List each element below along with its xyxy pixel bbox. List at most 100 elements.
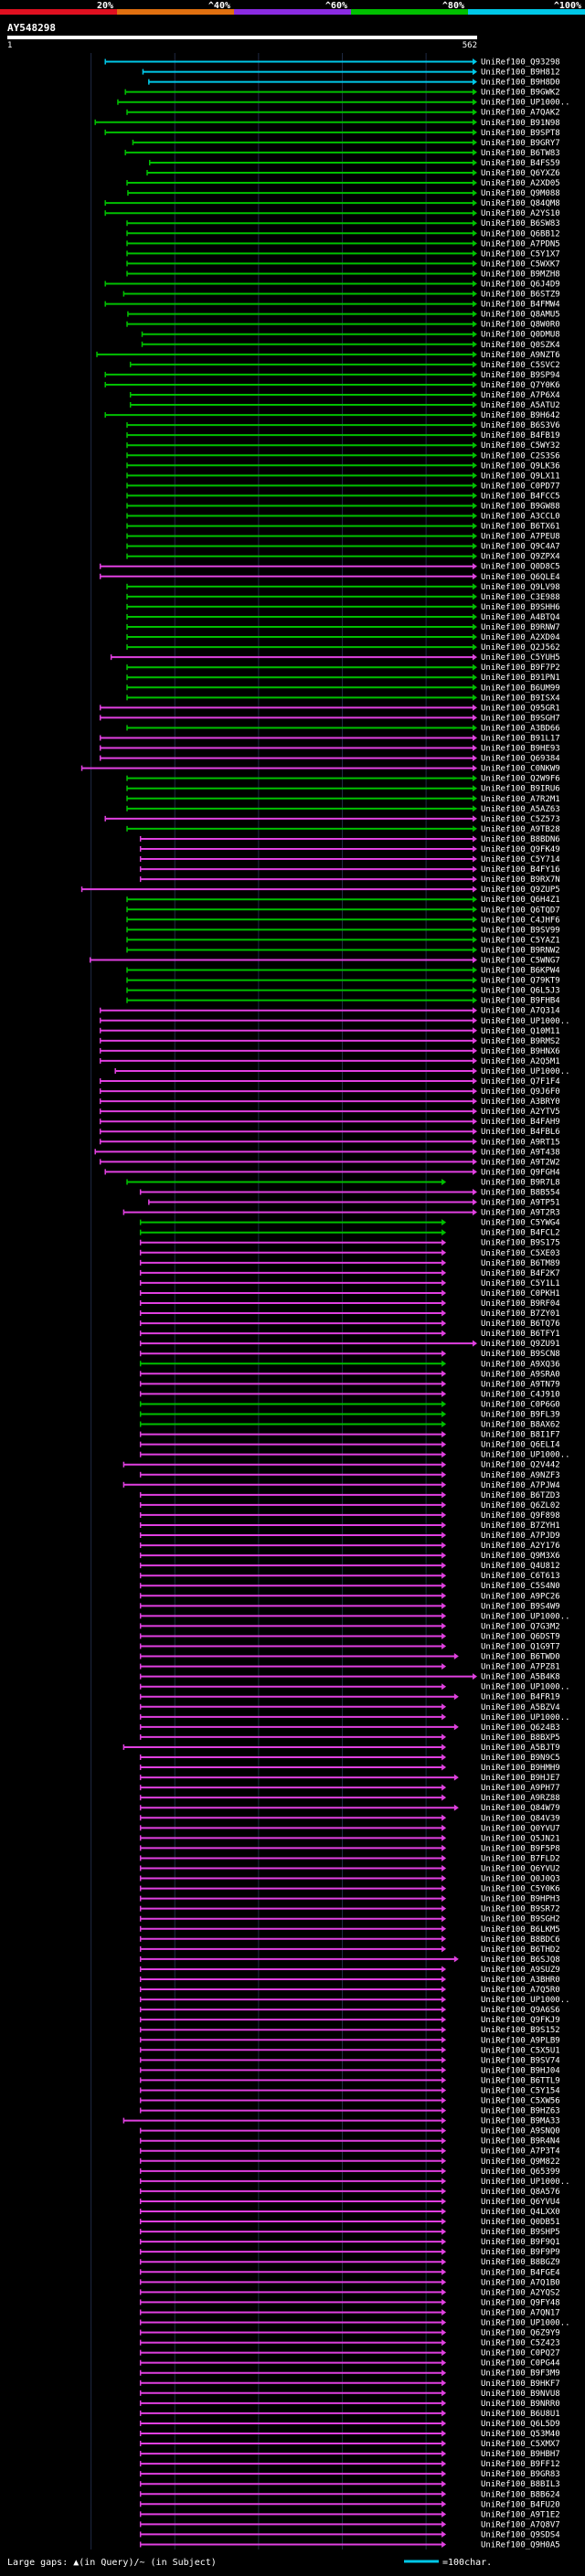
hit-label[interactable]: UniRef100_B4FAH9 — [481, 1118, 560, 1127]
hit-label[interactable]: UniRef100_Q6TQD7 — [481, 906, 560, 915]
hit-label[interactable]: UniRef100_A7QN17 — [481, 2308, 560, 2317]
hit-label[interactable]: UniRef100_Q0DB51 — [481, 2218, 560, 2227]
hit-label[interactable]: UniRef100_Q84QM8 — [481, 199, 560, 208]
hit-label[interactable]: UniRef100_A9TN79 — [481, 1380, 560, 1389]
hit-label[interactable]: UniRef100_B6TWD0 — [481, 1653, 560, 1662]
hit-label[interactable]: UniRef100_C5Z573 — [481, 815, 560, 824]
hit-label[interactable]: UniRef100_A3BRY0 — [481, 1097, 560, 1107]
hit-label[interactable]: UniRef100_B9RX7N — [481, 875, 560, 885]
hit-label[interactable]: UniRef100_Q1G9T7 — [481, 1643, 560, 1652]
hit-label[interactable]: UniRef100_B6THD2 — [481, 1945, 560, 1955]
hit-label[interactable]: UniRef100_C5Y1L1 — [481, 1279, 560, 1288]
hit-label[interactable]: UniRef100_B9FF12 — [481, 2460, 560, 2469]
hit-label[interactable]: UniRef100_Q9M3X6 — [481, 1552, 560, 1561]
hit-label[interactable]: UniRef100_A7PEU8 — [481, 533, 560, 542]
hit-label[interactable]: UniRef100_A7PDN5 — [481, 239, 560, 249]
hit-label[interactable]: UniRef100_Q93298 — [481, 58, 560, 68]
hit-label[interactable]: UniRef100_B4FY16 — [481, 865, 560, 875]
hit-label[interactable]: UniRef100_B6TX61 — [481, 523, 560, 532]
hit-label[interactable]: UniRef100_B9SP94 — [481, 371, 560, 380]
hit-label[interactable]: UniRef100_B6STZ9 — [481, 291, 560, 300]
hit-label[interactable]: UniRef100_C5YUH5 — [481, 653, 560, 663]
hit-label[interactable]: UniRef100_A7Q5R0 — [481, 1986, 560, 1995]
hit-label[interactable]: UniRef100_A9TP51 — [481, 1199, 560, 1208]
hit-label[interactable]: UniRef100_C2S3S6 — [481, 451, 560, 461]
hit-label[interactable]: UniRef100_B6TM89 — [481, 1259, 560, 1268]
hit-label[interactable]: UniRef100_C5SVC2 — [481, 361, 560, 370]
hit-label[interactable]: UniRef100_A9RZ88 — [481, 1794, 560, 1803]
hit-label[interactable]: UniRef100_Q6Z9Y9 — [481, 2329, 560, 2338]
hit-label[interactable]: UniRef100_A5BZV4 — [481, 1703, 560, 1712]
hit-label[interactable]: UniRef100_Q9LX11 — [481, 472, 560, 481]
hit-label[interactable]: UniRef100_Q6ZL02 — [481, 1501, 560, 1511]
hit-label[interactable]: UniRef100_Q9M088 — [481, 189, 560, 198]
hit-label[interactable]: UniRef100_B9H642 — [481, 411, 560, 420]
hit-label[interactable]: UniRef100_B9SPT8 — [481, 129, 560, 138]
hit-label[interactable]: UniRef100_Q6L5J3 — [481, 987, 560, 996]
hit-label[interactable]: UniRef100_B7FLD2 — [481, 1854, 560, 1863]
hit-label[interactable]: UniRef100_C0PD77 — [481, 482, 560, 491]
hit-label[interactable]: UniRef100_B9SGH2 — [481, 1915, 560, 1924]
hit-label[interactable]: UniRef100_B6KPW4 — [481, 967, 560, 976]
hit-label[interactable]: UniRef100_Q9LV98 — [481, 583, 560, 592]
hit-label[interactable]: UniRef100_A9T2R3 — [481, 1209, 560, 1218]
hit-label[interactable]: UniRef100_Q9C4A7 — [481, 543, 560, 552]
hit-label[interactable]: UniRef100_B8I1F7 — [481, 1431, 560, 1440]
hit-label[interactable]: UniRef100_B91PN1 — [481, 673, 560, 683]
hit-label[interactable]: UniRef100_A9T2W2 — [481, 1158, 560, 1167]
hit-label[interactable]: UniRef100_B6SJQ8 — [481, 1956, 560, 1965]
hit-label[interactable]: UniRef100_C6T613 — [481, 1572, 560, 1581]
hit-label[interactable]: UniRef100_B9RF04 — [481, 1299, 560, 1309]
hit-label[interactable]: UniRef100_A7Q314 — [481, 1007, 560, 1016]
hit-label[interactable]: UniRef100_Q4U812 — [481, 1562, 560, 1571]
hit-label[interactable]: UniRef100_Q9FY48 — [481, 2298, 560, 2307]
hit-label[interactable]: UniRef100_C5WXK7 — [481, 260, 560, 269]
hit-label[interactable]: UniRef100_B6LKM5 — [481, 1925, 560, 1935]
hit-label[interactable]: UniRef100_B6SW83 — [481, 219, 560, 228]
hit-label[interactable]: UniRef100_C5WY32 — [481, 441, 560, 451]
hit-label[interactable]: UniRef100_C5XMX7 — [481, 2440, 560, 2449]
hit-label[interactable]: UniRef100_A2Y176 — [481, 1542, 560, 1551]
hit-label[interactable]: UniRef100_Q10M11 — [481, 1027, 560, 1036]
hit-label[interactable]: UniRef100_UP1000.. — [481, 1996, 570, 2005]
hit-label[interactable]: UniRef100_A2XD04 — [481, 633, 560, 642]
hit-label[interactable]: UniRef100_B9MZH8 — [481, 270, 560, 279]
hit-label[interactable]: UniRef100_UP1000.. — [481, 2178, 570, 2187]
hit-label[interactable]: UniRef100_A2YS10 — [481, 209, 560, 218]
hit-label[interactable]: UniRef100_UP1000.. — [481, 1017, 570, 1026]
hit-label[interactable]: UniRef100_A3BHR0 — [481, 1976, 560, 1985]
hit-label[interactable]: UniRef100_B9RMS2 — [481, 1037, 560, 1046]
hit-label[interactable]: UniRef100_Q2W9F6 — [481, 775, 560, 784]
hit-label[interactable]: UniRef100_B9ISX4 — [481, 694, 560, 703]
hit-label[interactable]: UniRef100_Q6YVU2 — [481, 1864, 560, 1873]
hit-label[interactable]: UniRef100_A9SNQ0 — [481, 2127, 560, 2136]
hit-label[interactable]: UniRef100_B9RNW7 — [481, 623, 560, 632]
hit-label[interactable]: UniRef100_B6U8U1 — [481, 2410, 560, 2419]
hit-label[interactable]: UniRef100_B91N98 — [481, 119, 560, 128]
hit-label[interactable]: UniRef100_A9PH77 — [481, 1784, 560, 1793]
hit-label[interactable]: UniRef100_A5ATU2 — [481, 401, 560, 410]
hit-label[interactable]: UniRef100_UP1000.. — [481, 1451, 570, 1460]
hit-label[interactable]: UniRef100_B9S175 — [481, 1239, 560, 1248]
hit-label[interactable]: UniRef100_C0PQ27 — [481, 2349, 560, 2359]
hit-label[interactable]: UniRef100_Q624B3 — [481, 1723, 560, 1733]
hit-label[interactable]: UniRef100_Q5JN21 — [481, 1834, 560, 1843]
hit-label[interactable]: UniRef100_B4FBL6 — [481, 1128, 560, 1137]
hit-label[interactable]: UniRef100_C5Y154 — [481, 2086, 560, 2095]
hit-label[interactable]: UniRef100_B9HBH7 — [481, 2450, 560, 2459]
hit-label[interactable]: UniRef100_B9S4W9 — [481, 1602, 560, 1611]
hit-label[interactable]: UniRef100_A7R2M1 — [481, 795, 560, 804]
hit-label[interactable]: UniRef100_Q2V442 — [481, 1461, 560, 1470]
hit-label[interactable]: UniRef100_Q9F898 — [481, 1511, 560, 1521]
hit-label[interactable]: UniRef100_B9NRR0 — [481, 2400, 560, 2409]
hit-label[interactable]: UniRef100_B9SHP5 — [481, 2228, 560, 2237]
hit-label[interactable]: UniRef100_C0NKW9 — [481, 765, 560, 774]
hit-label[interactable]: UniRef100_B9F7P2 — [481, 663, 560, 673]
hit-label[interactable]: UniRef100_A9T438 — [481, 1148, 560, 1157]
hit-label[interactable]: UniRef100_B8BXP5 — [481, 1733, 560, 1743]
hit-label[interactable]: UniRef100_B8BGZ9 — [481, 2258, 560, 2267]
hit-label[interactable]: UniRef100_C4J910 — [481, 1390, 560, 1399]
hit-label[interactable]: UniRef100_Q9ZUP5 — [481, 885, 560, 895]
hit-label[interactable]: UniRef100_B9H8D0 — [481, 79, 560, 88]
hit-label[interactable]: UniRef100_B8B554 — [481, 1189, 560, 1198]
